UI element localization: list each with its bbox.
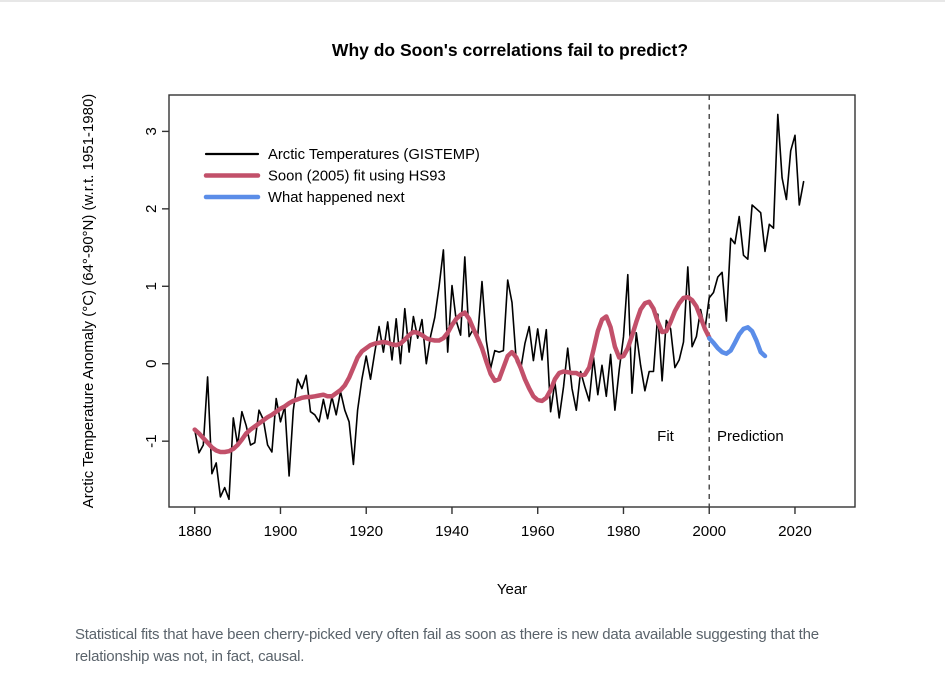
chart-dynamic-layer: 1880 1900 1920 1940 1960 1980 2000 2020 -1 0 1 2 3 Fi…	[143, 94, 856, 540]
y-tick-label: 0	[143, 360, 160, 368]
x-tick-label: 2000	[692, 523, 726, 540]
caption-text: Statistical fits that have been cherry-p…	[75, 626, 819, 666]
legend-label-what-happened-next: What happened next	[268, 190, 405, 206]
x-tick-label: 1980	[607, 523, 641, 540]
legend-label-gistemp: Arctic Temperatures (GISTEMP)	[268, 147, 480, 163]
x-tick-label: 1880	[178, 523, 212, 540]
fit-annotation-label: Fit	[657, 428, 674, 445]
y-tick-label: 2	[143, 205, 160, 213]
y-tick-label: 3	[143, 127, 160, 135]
x-tick-label: 1900	[264, 523, 298, 540]
series-line-soon-fit	[192, 294, 712, 455]
legend-label-soon-fit: Soon (2005) fit using HS93	[268, 169, 446, 185]
x-tick-label: 1920	[349, 523, 383, 540]
chart-figure: 1880 1900 1920 1940 1960 1980 2000 2020 -1 0 1 2 3 Fi…	[0, 2, 945, 617]
x-tick-label: 1960	[521, 523, 555, 540]
y-axis-label: Arctic Temperature Anomaly (°C) (64°-90°…	[80, 94, 97, 509]
x-tick-label: 1940	[435, 523, 469, 540]
plot-frame	[168, 94, 856, 508]
chart-title: Why do Soon's correlations fail to predi…	[332, 40, 688, 60]
x-tick-label: 2020	[778, 523, 812, 540]
prediction-annotation-label: Prediction	[717, 428, 784, 445]
x-axis-label: Year	[497, 581, 527, 598]
y-tick-label: -1	[143, 434, 160, 448]
y-tick-label: 1	[143, 282, 160, 290]
chart-canvas: 1880 1900 1920 1940 1960 1980 2000 2020 -1 0 1 2 3 Fi…	[80, 40, 856, 598]
series-line-what-happened-next	[706, 325, 768, 359]
